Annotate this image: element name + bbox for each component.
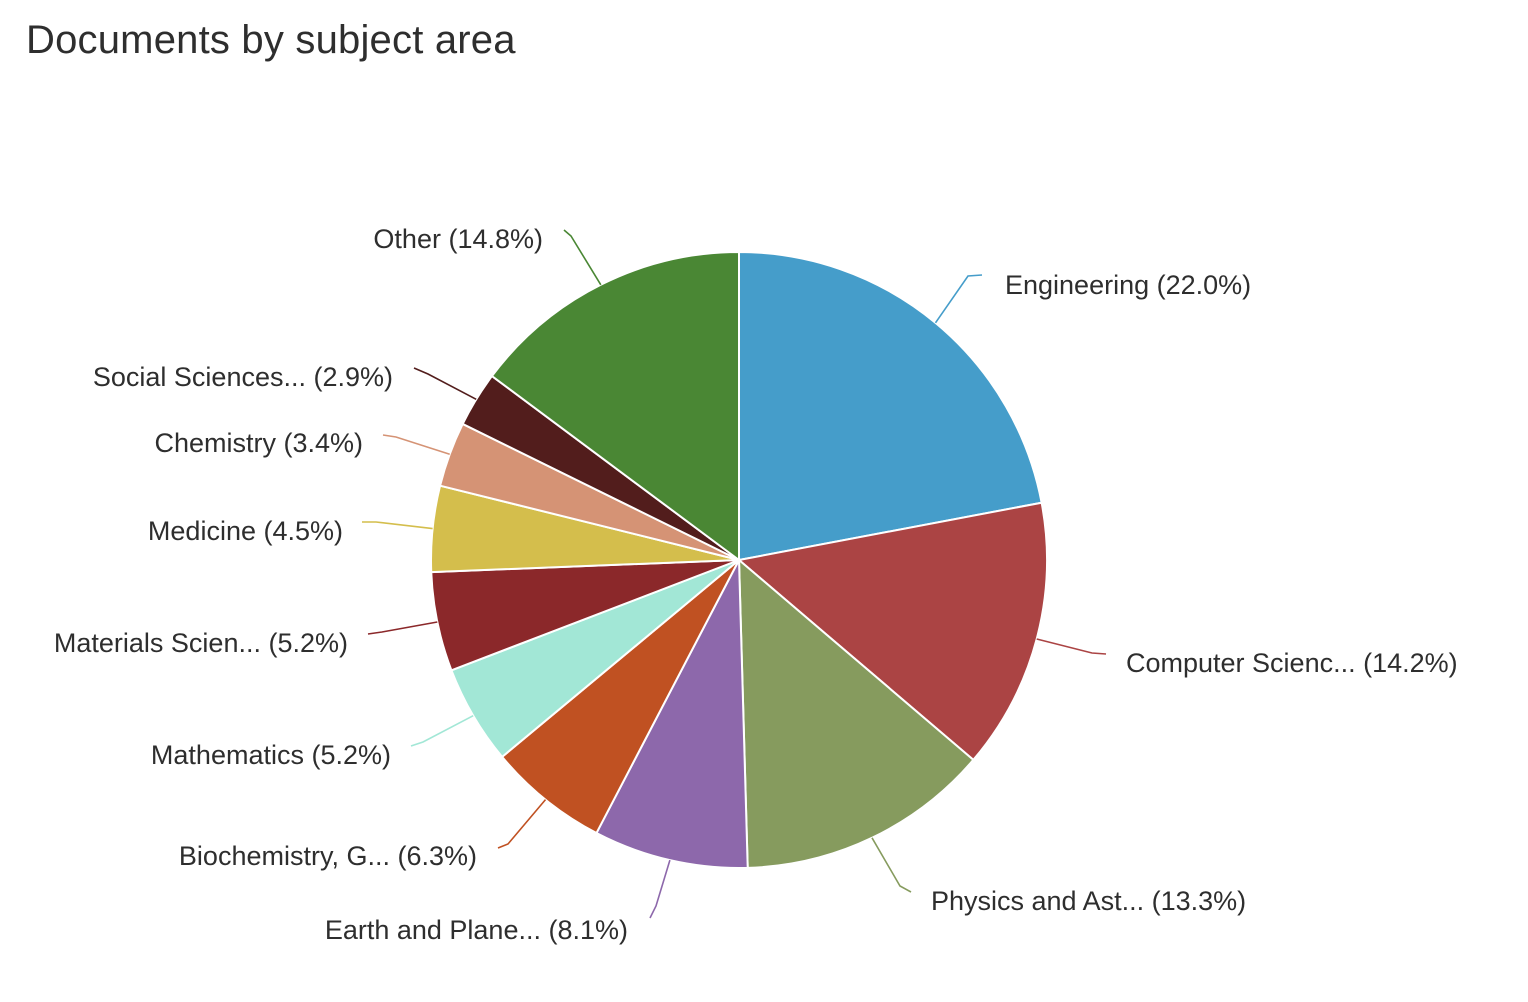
slice-label-social-sciences: Social Sciences... (2.9%): [93, 362, 393, 392]
chart-title: Documents by subject area: [26, 18, 516, 62]
label-connectors: [362, 229, 1107, 919]
slice-label-physics-and-ast: Physics and Ast... (13.3%): [931, 886, 1246, 916]
connector-biochemistry-g: [497, 799, 547, 849]
pie-slice-biochemistry-g[interactable]: [501, 559, 740, 835]
slice-label-engineering: Engineering (22.0%): [1005, 270, 1251, 300]
connector-materials-scien: [367, 621, 438, 635]
pie-slices: [430, 251, 1048, 869]
connector-chemistry: [382, 434, 450, 455]
connector-engineering: [934, 274, 983, 324]
connector-physics-and-ast: [871, 837, 912, 893]
slice-label-medicine: Medicine (4.5%): [148, 516, 343, 546]
connector-medicine: [362, 521, 433, 530]
pie-slice-engineering[interactable]: [738, 251, 1043, 561]
pie-slice-earth-and-plane[interactable]: [595, 559, 749, 869]
slice-label-mathematics: Mathematics (5.2%): [151, 740, 391, 770]
connector-earth-and-plane: [649, 859, 671, 919]
connector-computer-scienc: [1036, 638, 1107, 655]
connector-other: [563, 229, 602, 286]
slice-label-chemistry: Chemistry (3.4%): [154, 428, 363, 458]
slice-label-materials-scien: Materials Scien... (5.2%): [54, 628, 348, 658]
slice-label-biochemistry-g: Biochemistry, G... (6.3%): [179, 841, 477, 871]
slice-label-earth-and-plane: Earth and Plane... (8.1%): [325, 915, 628, 945]
slice-label-computer-scienc: Computer Scienc... (14.2%): [1126, 648, 1458, 678]
connector-social-sciences: [413, 367, 477, 401]
pie-slice-computer-scienc[interactable]: [738, 501, 1048, 761]
slice-label-other: Other (14.8%): [373, 224, 543, 254]
slice-labels: Engineering (22.0%) Computer Scienc... (1…: [54, 224, 1458, 945]
connector-mathematics: [410, 714, 474, 747]
